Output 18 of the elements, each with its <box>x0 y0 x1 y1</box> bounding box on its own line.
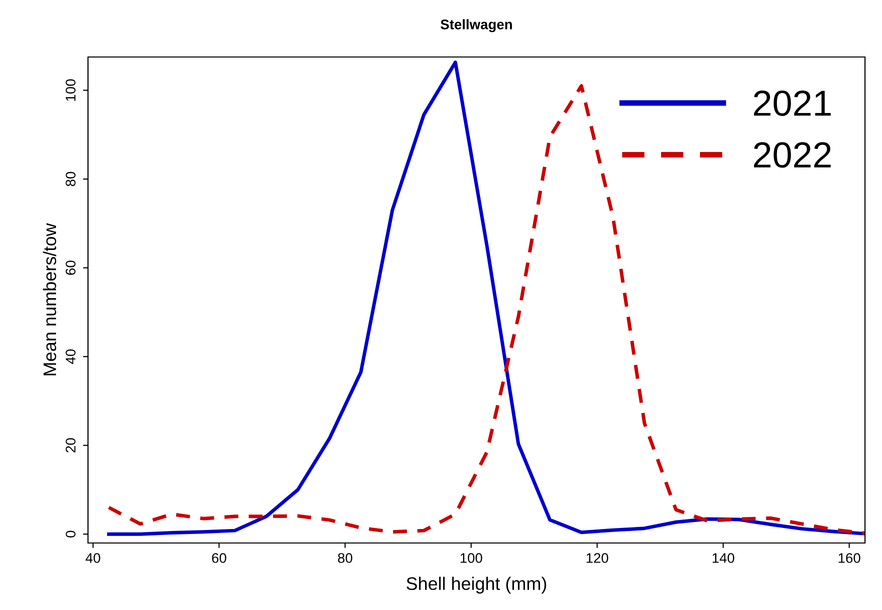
x-tick-label: 120 <box>586 553 608 563</box>
x-axis-title: Shell height (mm) <box>406 576 546 594</box>
y-tick-label: 20 <box>66 438 76 452</box>
x-tick-label: 60 <box>212 553 226 563</box>
x-tick-label: 160 <box>838 553 860 563</box>
x-tick-label: 140 <box>712 553 734 563</box>
x-tick-label: 40 <box>86 553 100 563</box>
y-tick-label: 80 <box>66 172 76 186</box>
x-tick-label: 100 <box>460 553 482 563</box>
y-tick-label: 0 <box>66 530 76 538</box>
x-tick-label: 80 <box>338 553 352 563</box>
y-tick-label: 40 <box>66 349 76 364</box>
legend-label: 2022 <box>754 142 831 168</box>
chart-title: Stellwagen <box>440 19 512 32</box>
y-tick-label: 100 <box>66 79 76 101</box>
y-axis-title: Mean numbers/tow <box>42 223 56 376</box>
legend-label: 2021 <box>754 90 831 116</box>
y-tick-label: 60 <box>66 260 76 275</box>
